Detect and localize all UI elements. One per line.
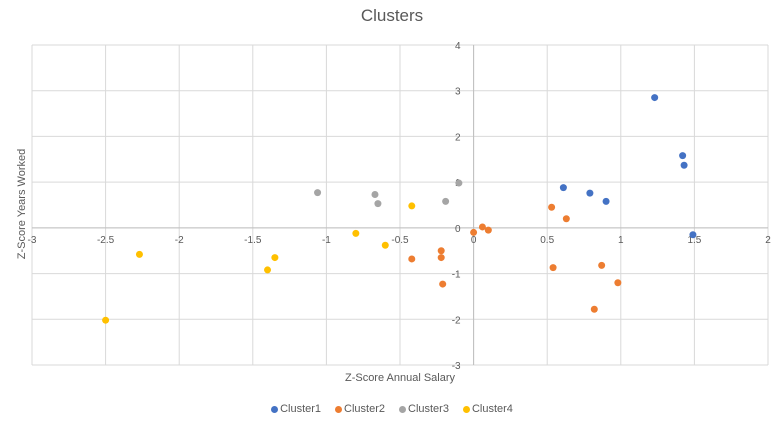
cluster1-point (586, 189, 594, 197)
data-points (102, 94, 697, 324)
cluster3-point (314, 189, 322, 197)
chart-title: Clusters (360, 6, 424, 25)
cluster1-point (559, 184, 567, 192)
x-tick-label: 0 (471, 235, 477, 246)
cluster1-point (602, 197, 610, 205)
legend-marker-icon (399, 405, 406, 413)
x-tick-label: -2.5 (97, 235, 115, 246)
x-tick-label: 1 (618, 235, 624, 246)
x-tick-label: 0.5 (540, 235, 554, 246)
cluster3-point (371, 190, 379, 198)
y-tick-label: -3 (452, 361, 461, 372)
gridlines (31, 44, 769, 366)
cluster4-point (408, 202, 416, 210)
cluster2-point (439, 280, 447, 288)
x-tick-label: 1.5 (687, 235, 701, 246)
cluster4-point (271, 254, 279, 262)
cluster4-point (102, 316, 110, 324)
legend-marker-icon (271, 405, 279, 413)
legend-label: Cluster1 (280, 403, 322, 415)
cluster2-point (437, 254, 445, 262)
cluster2-point (548, 203, 556, 211)
cluster2-point (562, 215, 570, 223)
y-tick-label: -1 (452, 270, 461, 281)
cluster2-point (478, 223, 486, 231)
x-tick-label: -1 (322, 235, 331, 246)
cluster4-point (381, 241, 389, 249)
cluster2-point (484, 226, 492, 234)
cluster2-point (549, 264, 557, 272)
cluster1-point (680, 161, 688, 169)
legend-item-cluster2: Cluster2 (335, 403, 385, 415)
legend-label: Cluster2 (344, 403, 385, 415)
cluster3-point (442, 197, 450, 205)
cluster2-point (590, 305, 598, 313)
cluster2-point (598, 261, 606, 269)
x-tick-labels: -3 -2.5 -2 -1.5 -1 -0.5 0 0.5 1 1.5 2 (28, 235, 772, 246)
legend-item-cluster3: Cluster3 (399, 403, 449, 415)
x-tick-label: -1.5 (244, 235, 262, 246)
x-axis-title: Z-Score Annual Salary (345, 372, 456, 384)
y-tick-label: 2 (455, 132, 461, 143)
x-tick-label: 2 (765, 235, 771, 246)
y-tick-label: 0 (455, 224, 461, 235)
legend-item-cluster1: Cluster1 (271, 403, 321, 415)
y-tick-label: 4 (455, 41, 461, 52)
cluster4-point (352, 229, 360, 237)
cluster2-point (437, 247, 445, 255)
legend: Cluster1 Cluster2 Cluster3 Cluster4 (0, 403, 784, 415)
axes (32, 45, 768, 365)
cluster2-point (470, 228, 478, 236)
y-tick-label: 3 (455, 87, 461, 98)
legend-item-cluster4: Cluster4 (462, 403, 513, 415)
legend-label: Cluster3 (408, 403, 449, 415)
y-axis-title: Z-Score Years Worked (16, 149, 28, 259)
legend-marker-icon (335, 405, 343, 413)
x-tick-label: -2 (175, 235, 184, 246)
cluster1-point (689, 231, 697, 239)
legend-label: Cluster4 (471, 403, 513, 415)
x-tick-label: -3 (28, 235, 37, 246)
cluster2-point (614, 279, 622, 287)
cluster3-point (374, 200, 382, 208)
cluster1-point (651, 94, 659, 102)
x-tick-label: -0.5 (391, 235, 409, 246)
cluster2-point (408, 255, 416, 263)
y-tick-label: -2 (452, 315, 461, 326)
cluster1-point (679, 152, 687, 160)
cluster4-point (135, 250, 143, 258)
cluster3-point (455, 179, 463, 187)
legend-marker-icon (462, 405, 470, 413)
cluster4-point (264, 266, 272, 274)
